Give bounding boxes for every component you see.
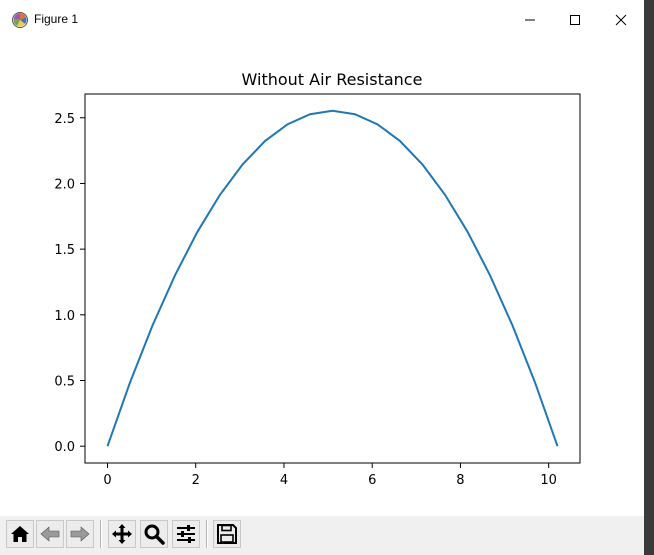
trajectory-line [106, 109, 559, 447]
x-tick-label: 0 [103, 473, 111, 488]
close-button[interactable] [605, 6, 637, 34]
chart-title: Without Air Resistance [242, 70, 423, 89]
minimize-icon [525, 19, 535, 21]
move-icon [112, 524, 132, 544]
back-arrow-icon [40, 526, 60, 542]
matplotlib-logo-icon [11, 11, 29, 29]
maximize-icon [570, 15, 580, 25]
home-button[interactable] [6, 520, 34, 548]
configure-subplots-button[interactable] [172, 520, 200, 548]
x-tick-label: 8 [456, 473, 464, 488]
y-tick-label: 1.5 [54, 243, 75, 258]
y-tick-label: 0.5 [54, 375, 75, 390]
x-tick-label: 2 [192, 473, 200, 488]
window-title: Figure 1 [34, 12, 79, 26]
forward-arrow-icon [70, 526, 90, 542]
back-button[interactable] [36, 520, 64, 548]
axis-ticks: 0 2 4 6 8 10 0.0 0.5 1.0 1.5 2.0 2.5 [54, 112, 557, 488]
y-tick-label: 2.0 [54, 177, 75, 192]
line-chart: Without Air Resistance 0 2 4 6 8 10 0.0 0.5 1.0 1… [54, 70, 581, 488]
y-tick-label: 0.0 [54, 440, 75, 455]
maximize-button[interactable] [559, 6, 591, 34]
toolbar-separator [206, 520, 208, 548]
axes-frame [84, 93, 581, 464]
x-tick-label: 10 [540, 473, 557, 488]
zoom-button[interactable] [140, 520, 168, 548]
pan-button[interactable] [108, 520, 136, 548]
x-tick-label: 4 [280, 473, 288, 488]
title-bar[interactable]: Figure 1 [0, 0, 644, 40]
close-icon [615, 14, 627, 26]
home-icon [11, 526, 29, 542]
y-tick-label: 2.5 [54, 112, 75, 127]
figure-canvas[interactable]: Without Air Resistance 0 2 4 6 8 10 0.0 0.5 1.0 1… [0, 40, 644, 516]
floppy-disk-icon [217, 524, 237, 544]
desktop-edge [644, 0, 654, 555]
zoom-icon [144, 524, 165, 545]
minimize-button[interactable] [514, 6, 546, 34]
save-button[interactable] [213, 520, 241, 548]
y-tick-label: 1.0 [54, 309, 75, 324]
x-tick-label: 6 [368, 473, 376, 488]
forward-button[interactable] [66, 520, 94, 548]
sliders-icon [177, 525, 195, 543]
toolbar-separator [100, 520, 102, 548]
navigation-toolbar [0, 516, 644, 555]
